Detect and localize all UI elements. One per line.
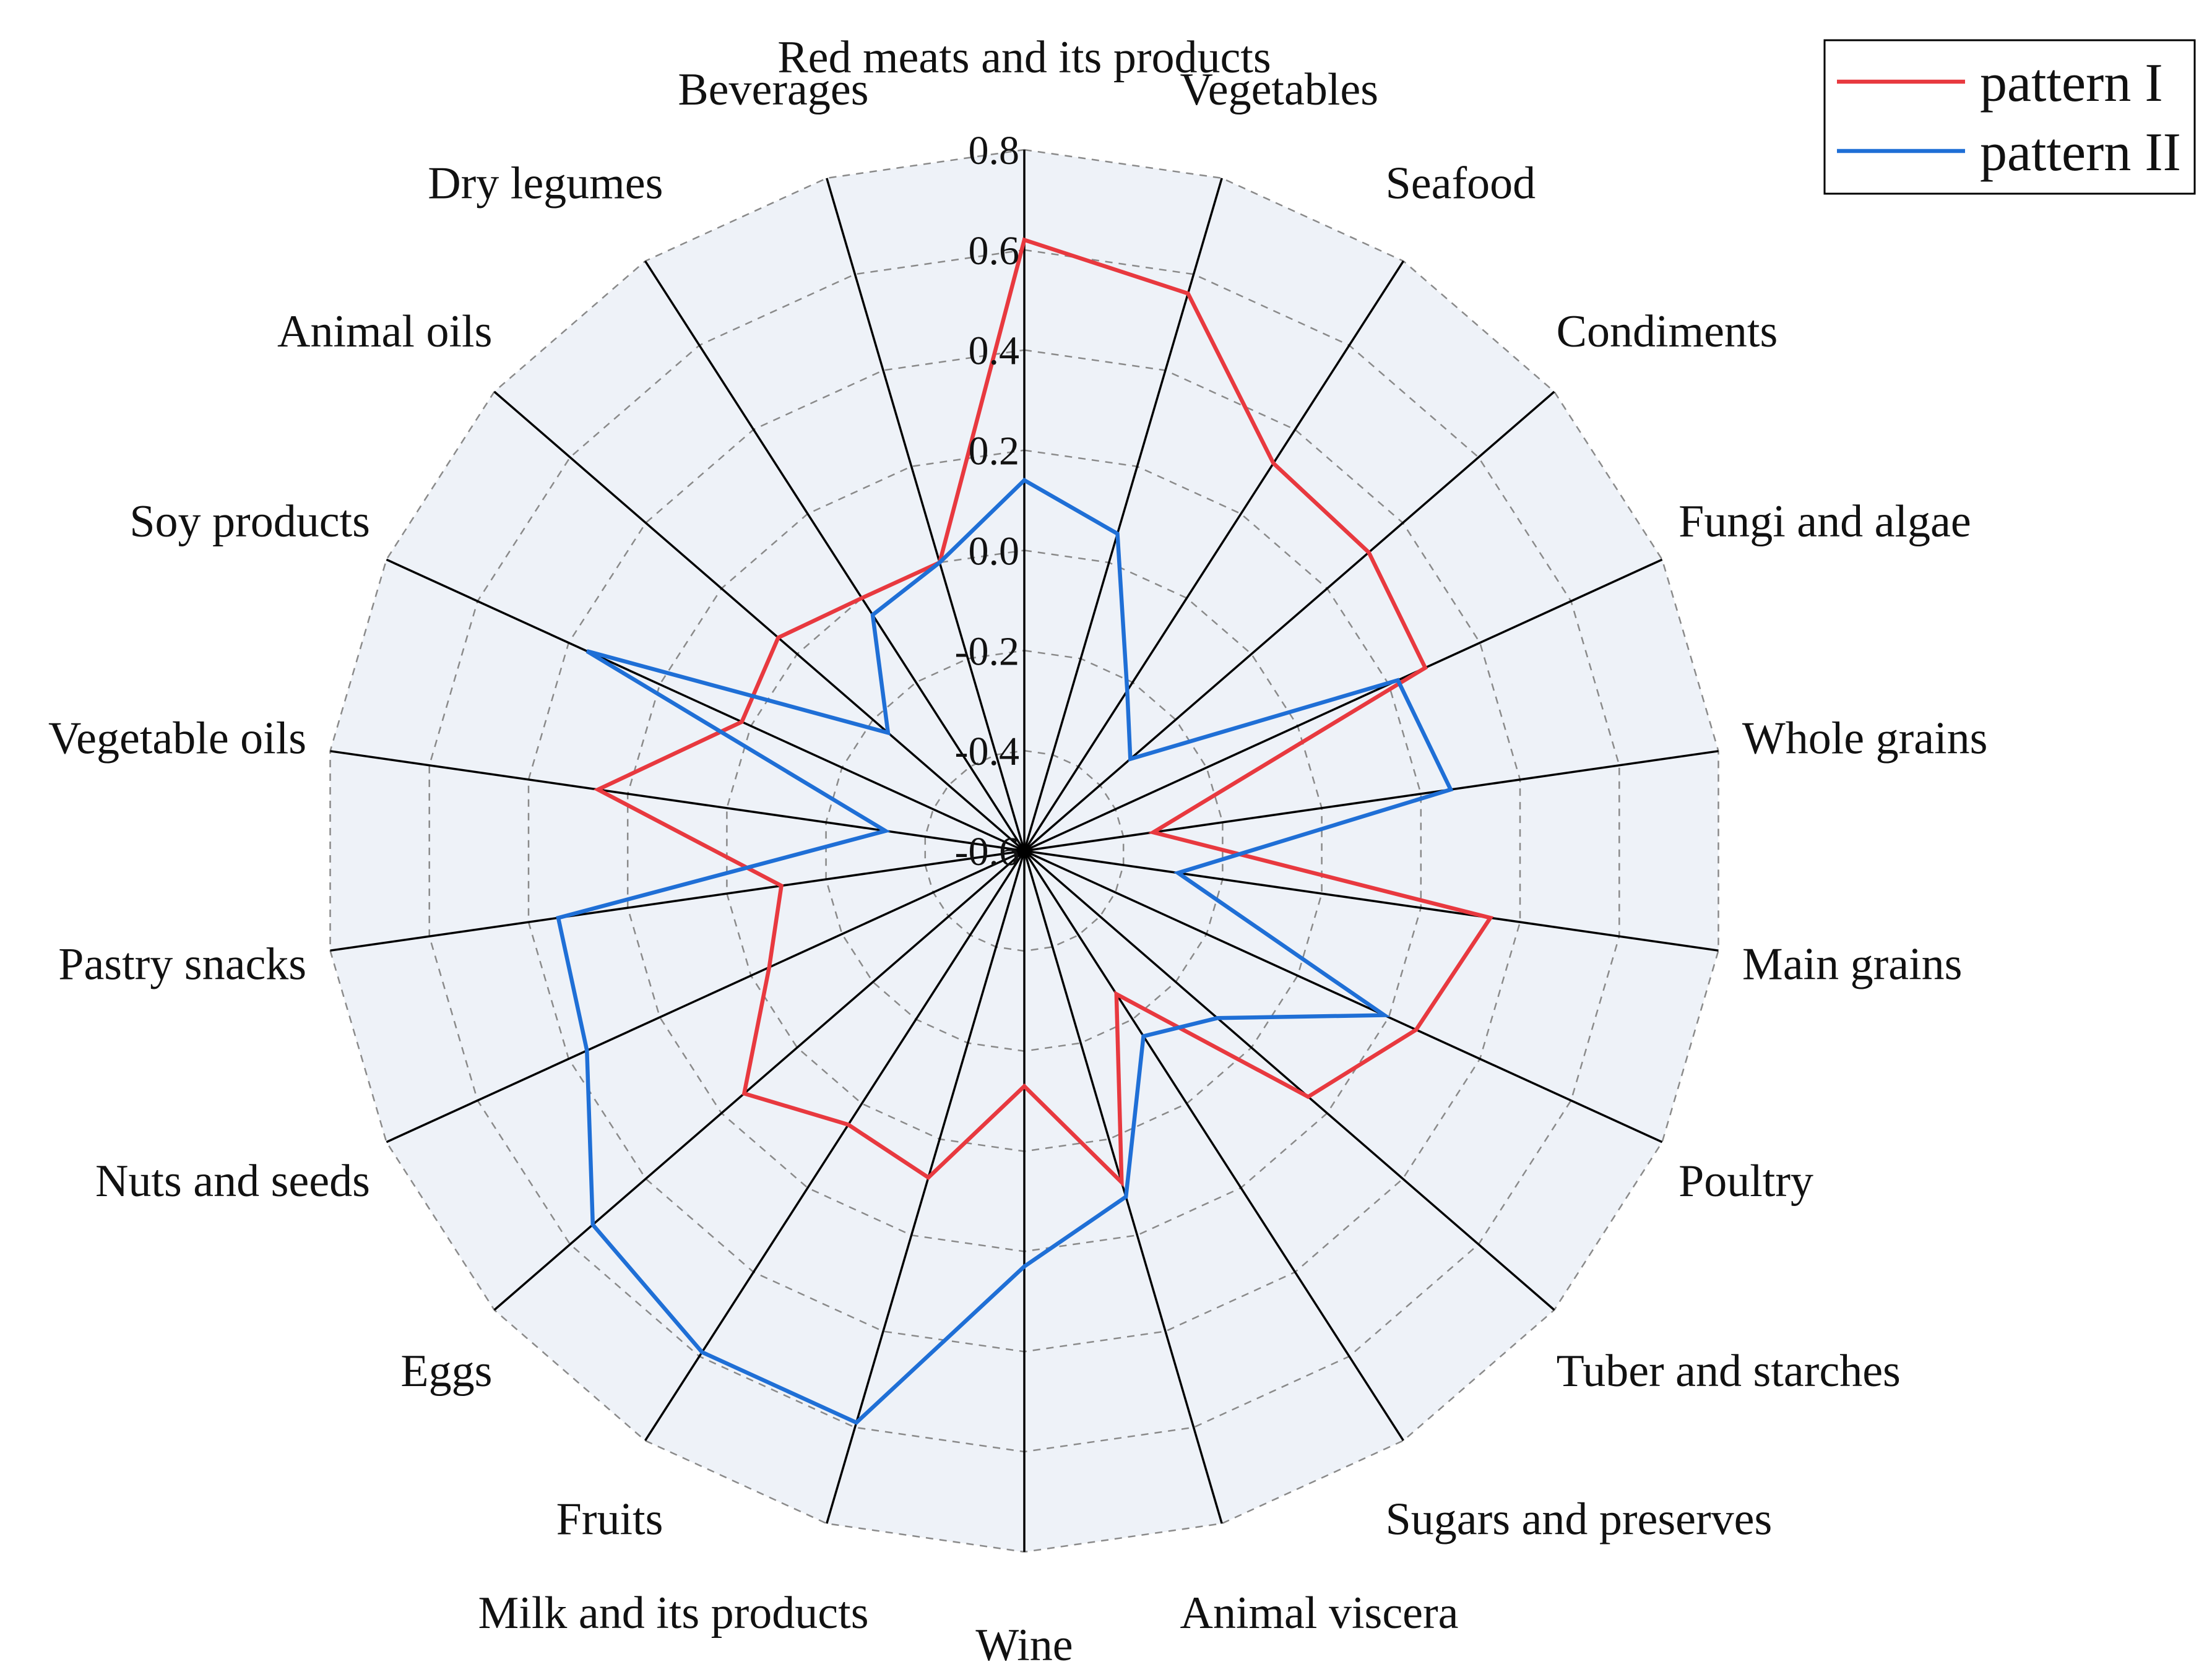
axis-spoke (1024, 850, 1719, 952)
category-label: Pastry snacks (58, 939, 306, 990)
category-label: Tuber and starches (1557, 1346, 1901, 1397)
category-label: Soy products (129, 496, 370, 547)
axis-spoke (1023, 850, 1555, 1311)
axis-spoke (1023, 850, 1404, 1442)
category-label: Sugars and preserves (1386, 1494, 1773, 1544)
tick-layer: 0.8 0.6 0.4 0.2 0.0 -0.2 -0.4 -0.6 (955, 128, 1019, 874)
legend-box (1823, 39, 2196, 195)
grid-layer (329, 149, 1719, 1553)
legend: pattern I pattern II (1823, 39, 2196, 195)
category-label: Animal oils (277, 306, 492, 357)
axis-spoke (1024, 750, 1719, 852)
axis-spoke (1023, 390, 1555, 852)
axis-spoke (386, 558, 1025, 852)
tick-label: 0.2 (969, 429, 1020, 474)
category-label: Animal viscera (1180, 1588, 1459, 1639)
legend-label-pattern-2: pattern II (1980, 123, 2181, 183)
tick-label: 0.6 (969, 228, 1020, 274)
category-label: Milk and its products (478, 1588, 868, 1639)
category-label: Beverages (678, 64, 868, 115)
category-label: Seafood (1386, 158, 1536, 209)
axis-spoke (826, 178, 1026, 851)
tick-label: -0.6 (955, 829, 1019, 874)
axis-spoke (1024, 558, 1663, 852)
category-label: Fungi and algae (1678, 496, 1971, 547)
axis-spoke (644, 850, 1026, 1442)
axis-spoke (330, 750, 1025, 852)
category-label: Vegetables (1180, 64, 1379, 115)
category-label: Fruits (556, 1494, 663, 1544)
axis-spoke (1024, 850, 1663, 1144)
category-label-layer: Red meats and its productsVegetablesSeaf… (48, 32, 1988, 1667)
tick-label: -0.4 (955, 729, 1019, 774)
axis-spoke (386, 850, 1025, 1144)
axis-spoke (644, 260, 1026, 851)
category-label: Main grains (1742, 939, 1963, 990)
axis-spoke (493, 390, 1026, 852)
category-label: Eggs (400, 1346, 492, 1397)
axis-spoke (826, 850, 1026, 1524)
axis-spoke (1023, 178, 1223, 851)
axis-spoke (330, 850, 1025, 952)
tick-label: 0.4 (969, 329, 1020, 374)
category-label: Dry legumes (428, 158, 663, 209)
category-label: Nuts and seeds (95, 1156, 370, 1207)
category-label: Red meats and its products (777, 32, 1271, 83)
tick-label: -0.2 (955, 629, 1019, 674)
series-pattern-1-line (593, 237, 1494, 1187)
category-label: Whole grains (1742, 713, 1988, 764)
category-label: Vegetable oils (48, 713, 306, 764)
category-label: Wine (975, 1620, 1073, 1667)
axis-spoke (1023, 850, 1223, 1524)
series-layer (556, 237, 1494, 1425)
legend-label-pattern-1: pattern I (1980, 53, 2163, 113)
tick-label: 0.0 (969, 528, 1020, 574)
tick-label: 0.8 (969, 128, 1020, 173)
axis-spoke (1023, 260, 1404, 851)
axis-spoke (493, 850, 1026, 1311)
category-label: Condiments (1557, 306, 1778, 357)
category-label: Poultry (1678, 1156, 1813, 1207)
series-pattern-2-line (556, 478, 1454, 1425)
